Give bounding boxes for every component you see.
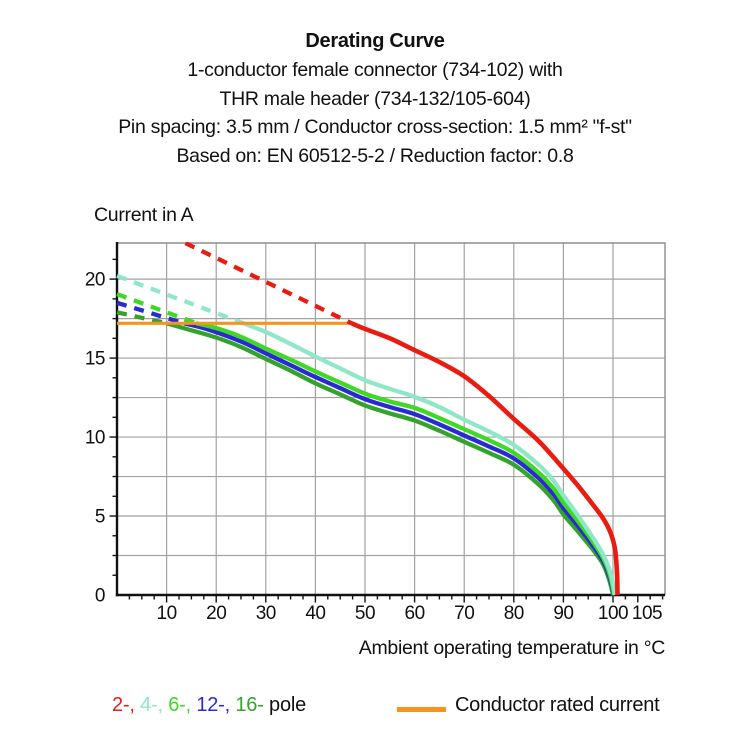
curve-4-pole-dashed	[116, 273, 245, 326]
rated-current-legend-label: Conductor rated current	[455, 694, 660, 716]
legend-pole-2: 2-,	[112, 694, 141, 716]
x-tick-label: 60	[405, 603, 425, 624]
legend-pole-12: 12-,	[196, 694, 236, 716]
legend-pole-16: 16-	[235, 694, 264, 716]
y-tick-label: 20	[85, 270, 105, 291]
curve-4-pole	[242, 321, 618, 596]
y-tick-label: 15	[85, 349, 105, 370]
x-tick-label: 40	[305, 603, 325, 624]
rated-current-legend-swatch	[397, 707, 446, 712]
x-tick-label: 20	[206, 603, 226, 624]
x-tick-label: 105	[632, 603, 662, 624]
curve-16-pole-dashed	[116, 310, 168, 326]
curves	[116, 242, 620, 596]
curve-12-pole	[183, 321, 616, 596]
x-axis-title: Ambient operating temperature in °C	[358, 637, 666, 659]
gridlines	[117, 243, 665, 595]
legend-pole-6: 6-,	[168, 694, 197, 716]
curve-2-pole-dashed	[184, 242, 353, 326]
curve-6-pole-dashed	[116, 292, 198, 326]
y-tick-label: 10	[85, 428, 105, 449]
y-axis-title: Current in A	[94, 204, 194, 226]
curve-6-pole	[195, 321, 617, 596]
page-title: Derating Curve	[305, 30, 445, 52]
axes	[115, 242, 665, 597]
chart-title-block: Derating Curve 1-conductor female connec…	[0, 27, 750, 170]
x-tick-label: 30	[256, 603, 276, 624]
legend-pole-4: 4-,	[140, 694, 169, 716]
curve-16-pole	[166, 321, 616, 596]
plot-border	[117, 242, 666, 595]
curve-12-pole-dashed	[116, 300, 185, 326]
x-tick-label: 50	[355, 603, 375, 624]
x-tick-label: 10	[157, 603, 177, 624]
y-tick-label: 5	[95, 507, 105, 528]
subtitle-line-2: THR male header (734-132/105-604)	[219, 87, 531, 110]
x-tick-label: 70	[454, 603, 474, 624]
x-tick-label: 80	[504, 603, 524, 624]
curve-2-pole	[350, 321, 620, 596]
tick-labels: 10 20 30 40 50 60 70 80 90 100 105 0 5 10 15 20	[85, 270, 663, 624]
axis-ticks	[109, 258, 664, 603]
legend-pole-suffix: pole	[263, 694, 307, 716]
subtitle-line-1: 1-conductor female connector (734-102) w…	[187, 59, 563, 81]
derating-chart: 10 20 30 40 50 60 70 80 90 100 105 0 5 10 15 20	[85, 242, 666, 624]
subtitle-line-4: Based on: EN 60512-5-2 / Reduction facto…	[176, 144, 574, 167]
y-tick-label: 0	[95, 586, 105, 607]
legend-poles: 2-, 4-, 6-, 12-, 16- pole	[112, 694, 306, 717]
x-tick-label: 100	[598, 603, 628, 624]
x-tick-label: 90	[553, 603, 573, 624]
subtitle-line-3: Pin spacing: 3.5 mm / Conductor cross-se…	[118, 116, 632, 138]
